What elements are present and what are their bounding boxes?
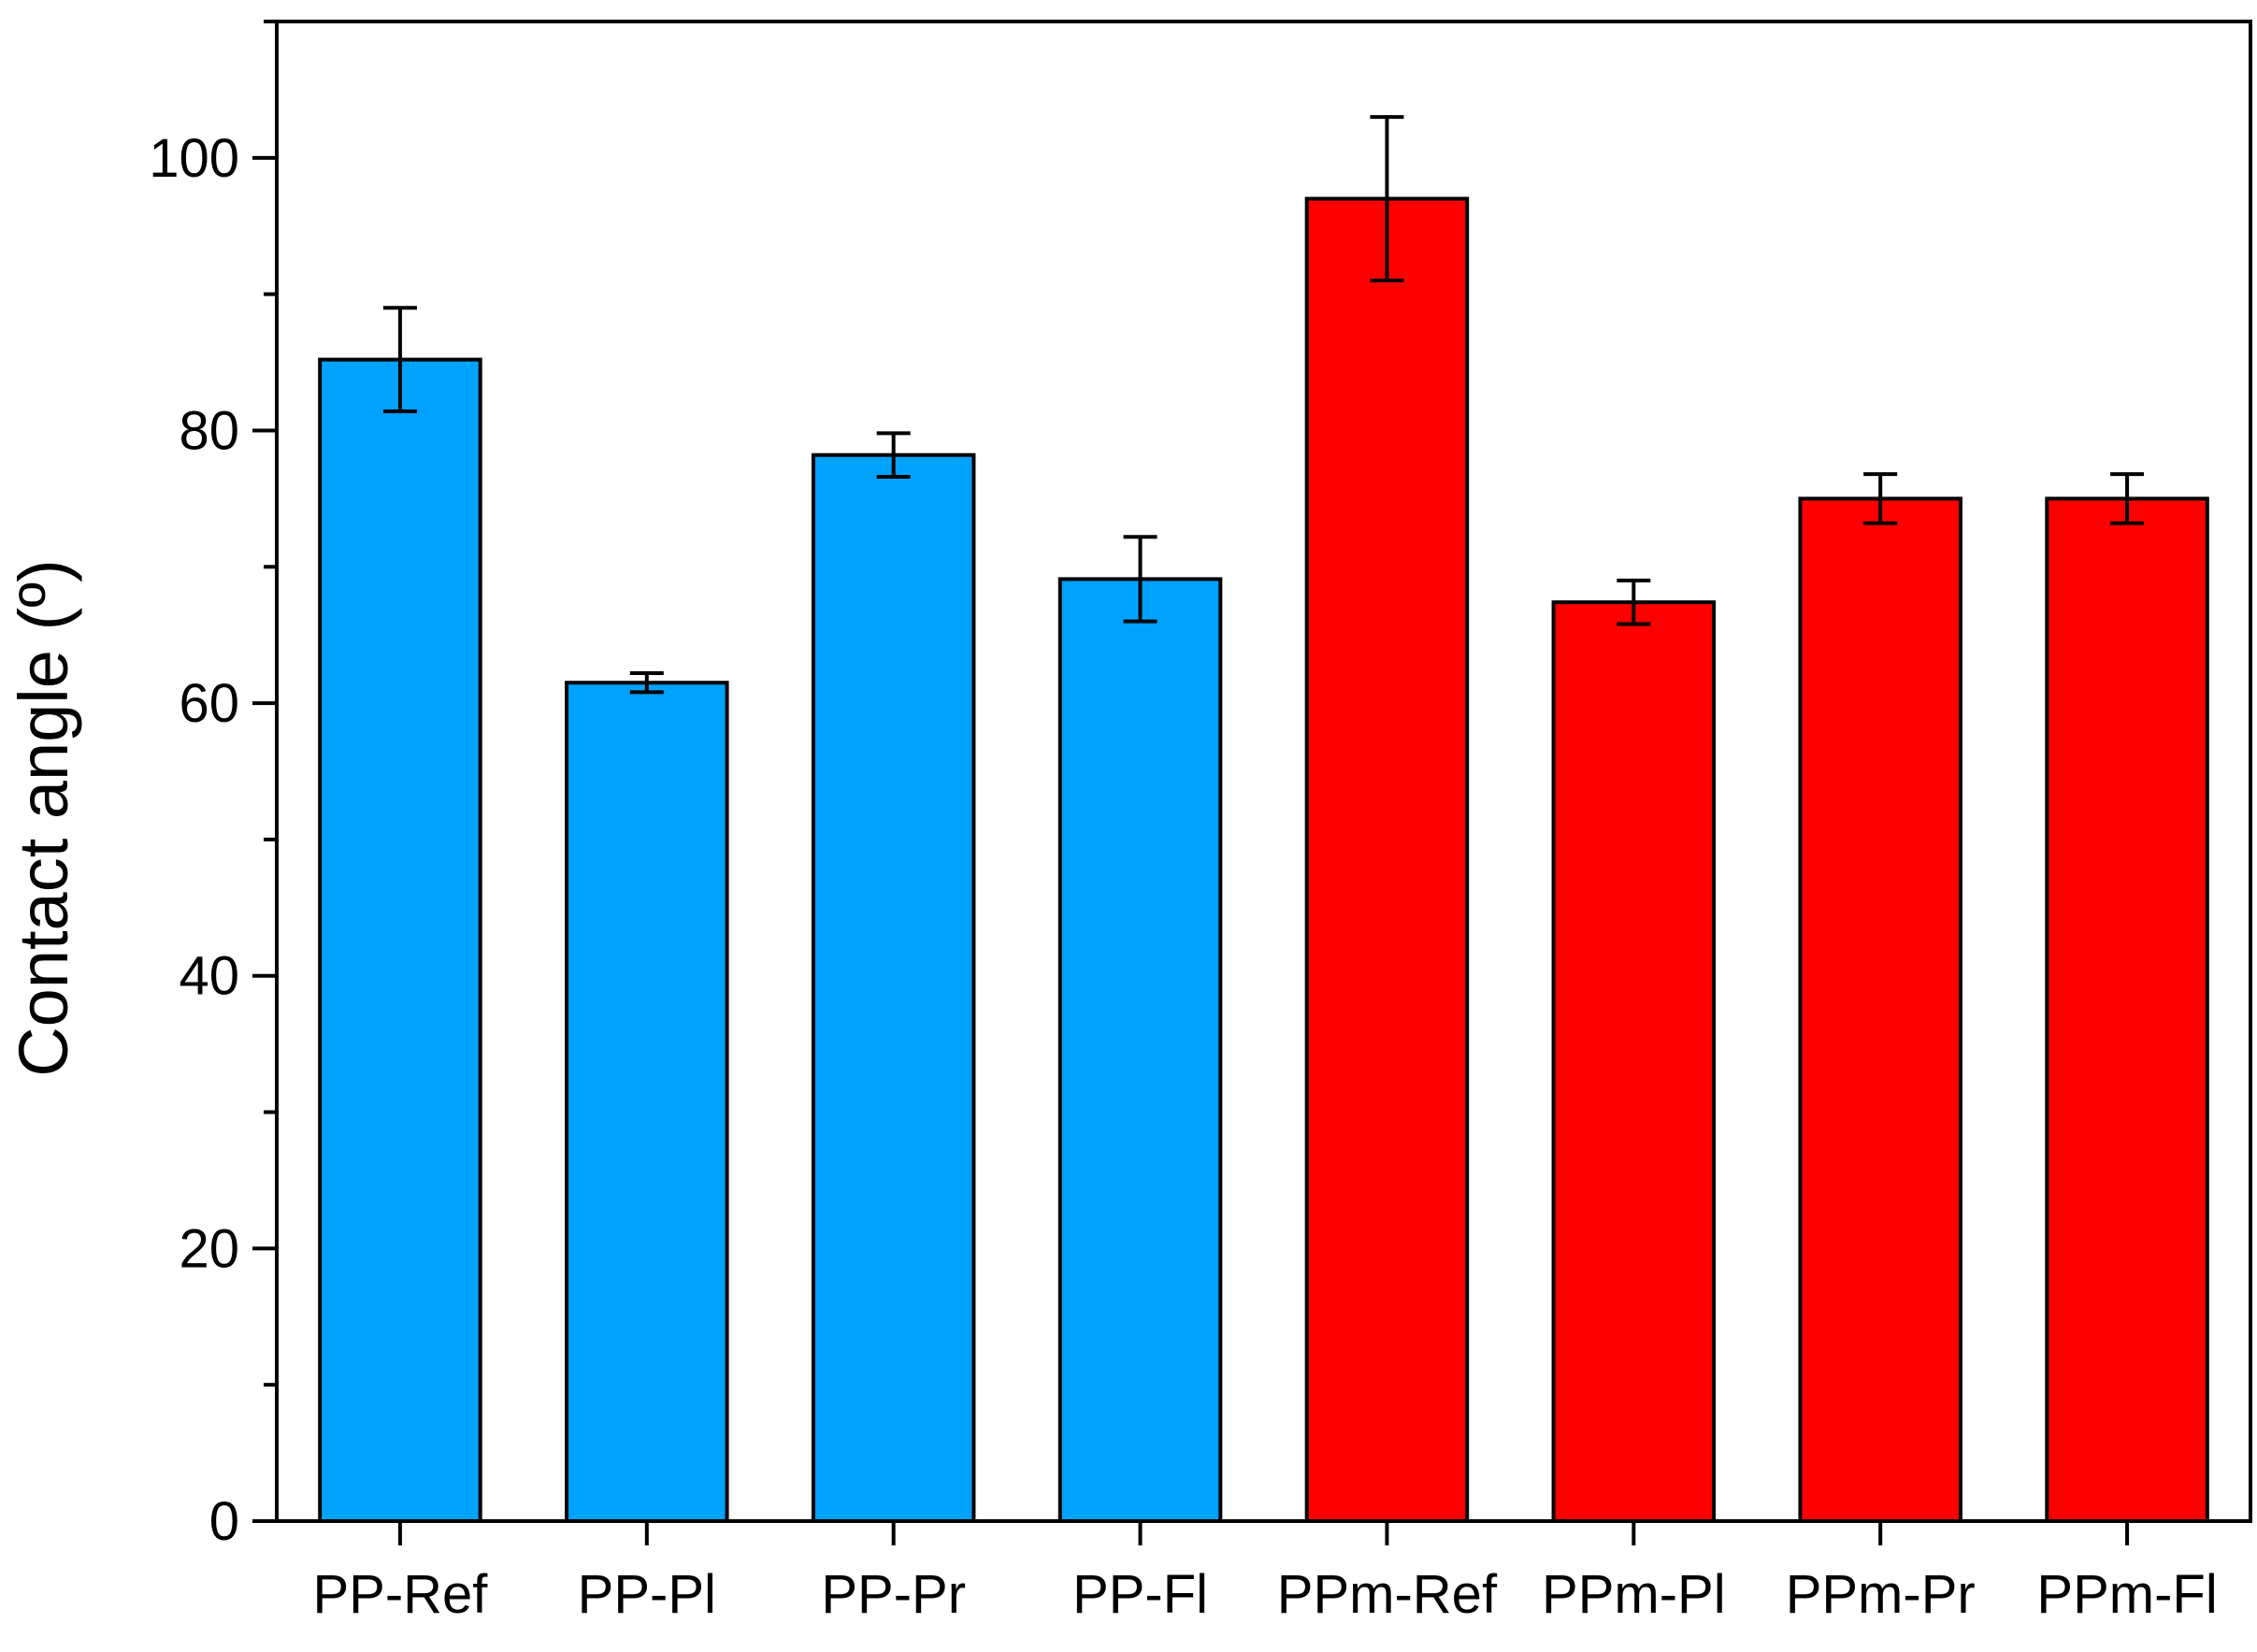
- bar-pp-pr: [811, 453, 976, 1524]
- bar-pp-ref: [318, 357, 482, 1523]
- x-tick-label: PPm-Pl: [1542, 1564, 1726, 1625]
- error-bars-layer: [382, 115, 2145, 695]
- x-tick-label: PP-Pl: [578, 1564, 716, 1625]
- x-tick-label: PPm-Fl: [2036, 1564, 2217, 1625]
- y-tick-label: 100: [149, 128, 239, 189]
- plot-frame: [275, 20, 2252, 1523]
- bar-ppm-pl: [1551, 600, 1717, 1523]
- x-tick-label: PPm-Pr: [1786, 1564, 1976, 1625]
- error-bar-ppm-pr: [1863, 472, 1898, 525]
- error-bar-pp-fl: [1123, 535, 1157, 624]
- error-bar-pp-ref: [382, 306, 417, 414]
- y-tick-label: 80: [179, 400, 239, 461]
- bar-ppm-fl: [2045, 496, 2209, 1523]
- error-bar-ppm-fl: [2110, 472, 2145, 525]
- x-tick-label: PP-Fl: [1072, 1564, 1208, 1625]
- bar-ppm-ref: [1304, 196, 1470, 1524]
- error-bar-pp-pl: [629, 671, 664, 695]
- bar-pp-fl: [1057, 577, 1223, 1523]
- x-tick-label: PP-Ref: [312, 1564, 488, 1625]
- bar-ppm-pr: [1798, 496, 1962, 1523]
- y-tick-label: 0: [209, 1491, 239, 1552]
- bar-pp-pl: [565, 681, 729, 1523]
- bars-layer: [318, 196, 2209, 1524]
- error-bar-pp-pr: [876, 431, 911, 480]
- x-tick-label: PPm-Ref: [1277, 1564, 1498, 1625]
- error-bar-ppm-ref: [1370, 115, 1404, 283]
- axes-layer: [252, 20, 2252, 1545]
- y-axis-title: Contact angle (º): [5, 559, 82, 1077]
- y-tick-label: 20: [179, 1218, 239, 1279]
- y-tick-label: 40: [179, 946, 239, 1007]
- error-bar-ppm-pl: [1617, 578, 1651, 626]
- x-tick-label: PP-Pr: [821, 1564, 966, 1625]
- labels-layer: PP-Ref PP-Pl PP-Pr PP-Fl PPm-Ref PPm-Pl PPm-Pr…: [149, 128, 2218, 1625]
- y-tick-label: 60: [179, 673, 239, 734]
